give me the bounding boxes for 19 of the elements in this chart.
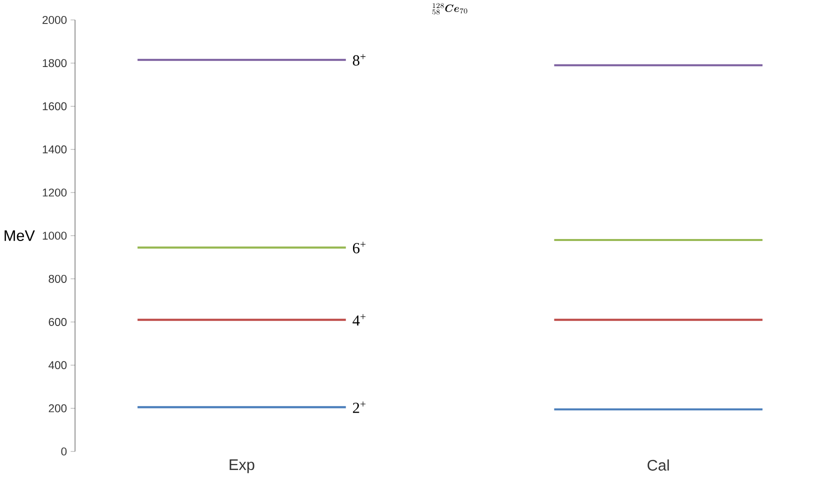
y-tick-label: 400 [48,361,67,370]
y-tick-label: 200 [48,404,67,412]
series-label: 8$^{+}$ [352,54,366,66]
y-tick-label: 1200 [42,188,67,197]
x-tick-label: Exp [230,460,254,474]
y-tick-label: 2000 [42,16,67,24]
chart-title: ${}^{128}_{58}\boldsymbol{Ce}_{70}$ [432,3,468,15]
y-tick-label: 800 [48,275,67,284]
series-label: 6$^{+}$ [352,242,366,254]
x-tick-label: Cal [648,460,669,471]
y-tick-label: 1800 [42,59,67,68]
y-tick-label: 600 [48,318,67,326]
y-tick-label: 1000 [42,232,67,240]
series-label: 4$^{+}$ [352,314,366,326]
y-axis-title: MeV [4,230,35,242]
y-tick-label: 0 [61,448,67,456]
y-tick-label: 1400 [42,146,67,154]
y-tick-label: 1600 [42,102,67,110]
series-label: 2$^{+}$ [352,402,366,414]
